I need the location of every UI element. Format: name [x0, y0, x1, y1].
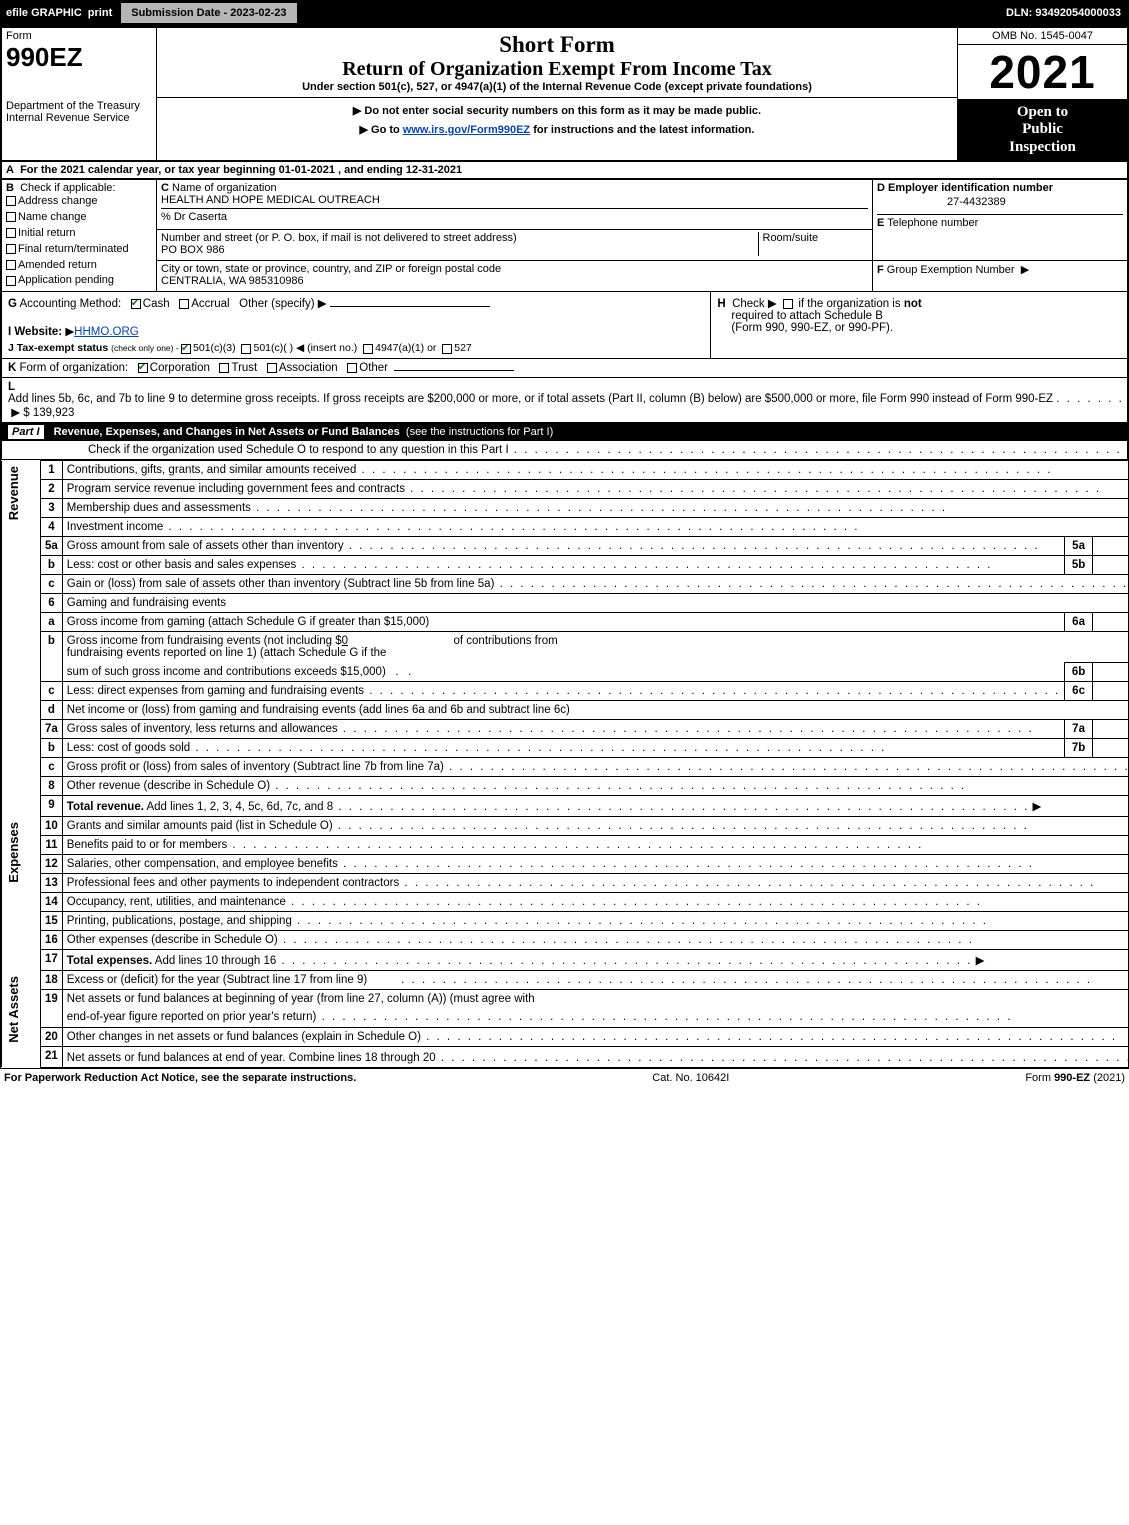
city-lbl: City or town, state or province, country…: [161, 263, 868, 275]
ein-val: 27-4432389: [877, 194, 1123, 214]
name-of-org-lbl: Name of organization: [172, 182, 277, 194]
chk-cash[interactable]: [131, 299, 141, 309]
chk-527[interactable]: [442, 344, 452, 354]
subtitle-3-post: for instructions and the latest informat…: [530, 124, 754, 136]
chk-corp[interactable]: [138, 363, 148, 373]
subtitle-1: Under section 501(c), 527, or 4947(a)(1)…: [165, 81, 949, 93]
street-val: PO BOX 986: [161, 244, 758, 256]
org-name: HEALTH AND HOPE MEDICAL OUTREACH: [161, 194, 868, 206]
other-org-input[interactable]: [394, 370, 514, 371]
footer-right: Form 990-EZ (2021): [1025, 1072, 1125, 1084]
short-form-title: Short Form: [165, 32, 949, 58]
open-1: Open to: [962, 104, 1123, 121]
sec-k: K Form of organization: Corporation Trus…: [1, 359, 1128, 378]
acct-method-lbl: Accounting Method:: [20, 298, 122, 310]
open-3: Inspection: [962, 139, 1123, 156]
submission-date: Submission Date - 2023-02-23: [120, 2, 297, 24]
chk-501c3[interactable]: [181, 344, 191, 354]
tax-year: 2021: [958, 45, 1127, 99]
line-a: A For the 2021 calendar year, or tax yea…: [1, 161, 1128, 179]
form-number: 990EZ: [6, 42, 152, 73]
val-7a: [1092, 720, 1129, 739]
chk-address-change[interactable]: Address change: [6, 194, 152, 210]
phone-lbl: Telephone number: [887, 217, 978, 229]
chk-app-pending[interactable]: Application pending: [6, 273, 152, 289]
revenue-vlabel: Revenue: [6, 464, 21, 522]
val-5b: [1092, 556, 1129, 575]
room-lbl: Room/suite: [763, 232, 865, 244]
street-lbl: Number and street (or P. O. box, if mail…: [161, 232, 758, 244]
val-6b: 26,242: [1092, 663, 1129, 682]
ein-lbl: Employer identification number: [888, 182, 1053, 194]
lines-table: Revenue 1 Contributions, gifts, grants, …: [1, 460, 1129, 1068]
careof: % Dr Caserta: [161, 208, 868, 223]
chk-trust[interactable]: [219, 363, 229, 373]
chk-501c[interactable]: [241, 344, 251, 354]
check-if-applicable: Check if applicable:: [20, 182, 115, 194]
irs-link[interactable]: www.irs.gov/Form990EZ: [403, 124, 530, 136]
netassets-vlabel: Net Assets: [6, 974, 21, 1045]
sec-l: L Add lines 5b, 6c, and 7b to line 9 to …: [1, 378, 1128, 423]
subtitle-2: Do not enter social security numbers on …: [364, 105, 761, 117]
expenses-vlabel: Expenses: [6, 820, 21, 885]
chk-4947[interactable]: [363, 344, 373, 354]
chk-final-return[interactable]: Final return/terminated: [6, 242, 152, 258]
entity-block: B Check if applicable: Address change Na…: [1, 179, 1128, 293]
dept-1: Department of the Treasury: [6, 100, 152, 112]
group-exempt-lbl: Group Exemption Number: [887, 264, 1015, 276]
print-link[interactable]: print: [88, 7, 120, 19]
page-footer: For Paperwork Reduction Act Notice, see …: [0, 1069, 1129, 1087]
form-word: Form: [6, 30, 152, 42]
website-lbl: Website:: [14, 326, 62, 338]
chk-sched-b[interactable]: [783, 299, 793, 309]
chk-assoc[interactable]: [267, 363, 277, 373]
main-title: Return of Organization Exempt From Incom…: [165, 58, 949, 81]
sec-g-to-j: G Accounting Method: Cash Accrual Other …: [1, 292, 1128, 359]
tax-exempt-lbl: Tax-exempt status: [17, 342, 108, 354]
arrow-icon: [353, 105, 364, 117]
footer-center: Cat. No. 10642I: [356, 1072, 1025, 1084]
top-bar: efile GRAPHIC print Submission Date - 20…: [0, 0, 1129, 26]
gross-receipts: $ 139,923: [23, 407, 74, 419]
subtitle-3-pre: Go to: [371, 124, 403, 136]
part-1-header: Part I Revenue, Expenses, and Changes in…: [1, 423, 1128, 441]
omb-number: OMB No. 1545-0047: [958, 28, 1128, 45]
form-header: Form 990EZ Short Form Return of Organiza…: [1, 27, 1128, 161]
dept-2: Internal Revenue Service: [6, 112, 152, 124]
other-specify-input[interactable]: [330, 306, 490, 307]
dln: DLN: 93492054000033: [998, 7, 1129, 19]
chk-amended[interactable]: Amended return: [6, 258, 152, 274]
chk-initial-return[interactable]: Initial return: [6, 226, 152, 242]
val-6a: [1092, 613, 1129, 632]
chk-other-org[interactable]: [347, 363, 357, 373]
chk-name-change[interactable]: Name change: [6, 210, 152, 226]
val-7b: [1092, 739, 1129, 758]
open-2: Public: [962, 121, 1123, 138]
website-link[interactable]: HHMO.ORG: [74, 326, 139, 338]
val-6c: 6,317: [1092, 682, 1129, 701]
val-5a: [1092, 537, 1129, 556]
efile-label: efile GRAPHIC: [0, 7, 88, 19]
part1-check-note: Check if the organization used Schedule …: [1, 441, 1128, 460]
arrow-icon: [360, 124, 371, 136]
city-val: CENTRALIA, WA 985310986: [161, 275, 868, 287]
footer-left: For Paperwork Reduction Act Notice, see …: [4, 1072, 356, 1084]
form-of-org-lbl: Form of organization:: [20, 362, 129, 374]
chk-accrual[interactable]: [179, 299, 189, 309]
